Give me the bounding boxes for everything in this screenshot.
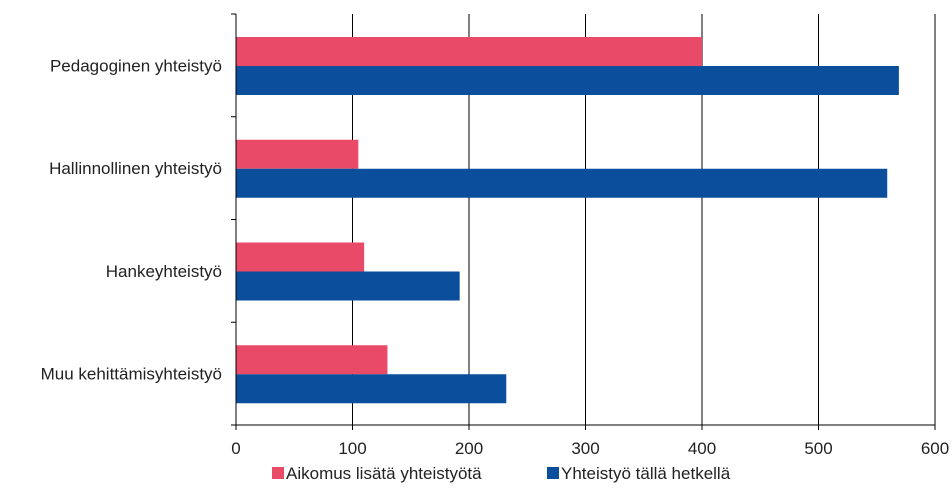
x-tick-label-0: 0 — [231, 439, 240, 458]
bar-aikomus-1 — [236, 139, 359, 169]
x-tick-label-400: 400 — [688, 439, 716, 458]
category-label-3: Muu kehittämisyhteistyö — [41, 365, 222, 384]
x-tick-label-200: 200 — [455, 439, 483, 458]
x-tick-label-100: 100 — [338, 439, 366, 458]
bar-nykyinen-1 — [236, 168, 888, 198]
x-tick-label-500: 500 — [804, 439, 832, 458]
legend-swatch-0 — [272, 467, 284, 479]
bar-nykyinen-0 — [236, 66, 899, 95]
category-label-2: Hankeyhteistyö — [106, 262, 222, 281]
category-labels: Pedagoginen yhteistyö Hallinnollinen yhte… — [41, 56, 222, 383]
bar-aikomus-3 — [236, 345, 388, 375]
legend-label-1: Yhteistyö tällä hetkellä — [561, 464, 731, 483]
x-tick-label-300: 300 — [571, 439, 599, 458]
legend-label-0: Aikomus lisätä yhteistyötä — [286, 464, 482, 483]
category-label-0: Pedagoginen yhteistyö — [50, 56, 222, 75]
legend: Aikomus lisätä yhteistyötä Yhteistyö täll… — [272, 464, 731, 483]
bar-aikomus-0 — [236, 37, 702, 66]
x-tick-label-600: 600 — [921, 439, 949, 458]
category-label-1: Hallinnollinen yhteistyö — [49, 159, 222, 178]
bar-nykyinen-3 — [236, 374, 507, 404]
bars — [236, 37, 899, 404]
axes — [231, 13, 936, 430]
x-tick-labels: 0 100 200 300 400 500 600 — [231, 439, 949, 458]
bar-nykyinen-2 — [236, 271, 460, 301]
legend-swatch-1 — [547, 467, 559, 479]
bar-aikomus-2 — [236, 242, 365, 272]
